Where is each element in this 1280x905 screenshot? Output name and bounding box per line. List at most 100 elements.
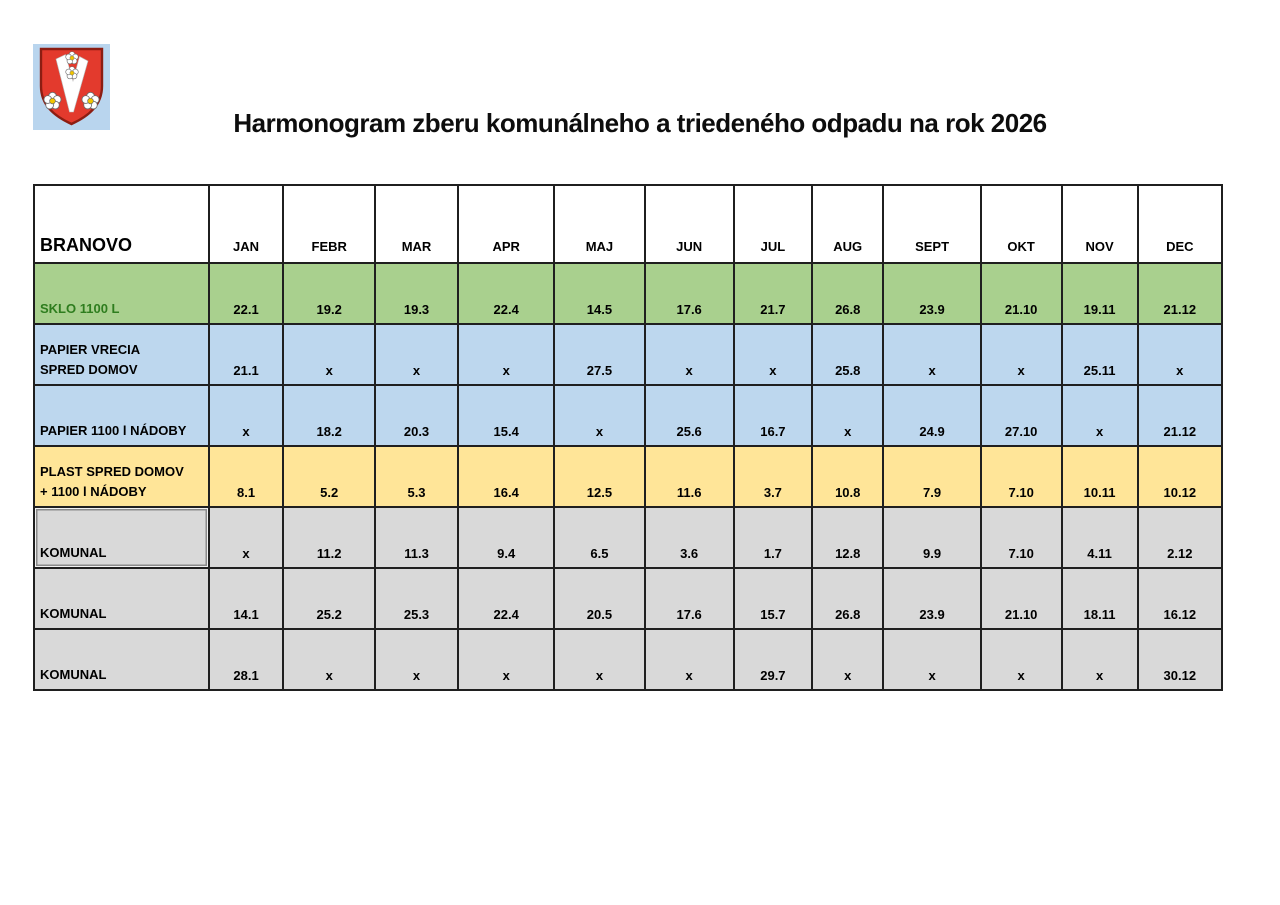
schedule-cell: 26.8: [811, 262, 885, 325]
schedule-cell: x: [811, 628, 885, 691]
schedule-cell: 24.9: [882, 384, 982, 447]
schedule-cell: 18.11: [1060, 567, 1139, 630]
month-header-okt: OKT: [979, 184, 1063, 264]
row-label-line: SPRED DOMOV: [40, 361, 138, 377]
month-header-mar: MAR: [373, 184, 460, 264]
municipality-logo: [33, 44, 110, 130]
schedule-cell: 12.5: [553, 445, 646, 508]
schedule-cell: 25.2: [282, 567, 376, 630]
month-header-jun: JUN: [643, 184, 735, 264]
schedule-cell: 16.7: [732, 384, 814, 447]
month-header-apr: APR: [457, 184, 556, 264]
schedule-cell: 25.3: [373, 567, 460, 630]
schedule-cell: 19.11: [1060, 262, 1139, 325]
schedule-cell: 21.1: [207, 323, 285, 386]
schedule-cell: x: [553, 384, 646, 447]
schedule-cell: x: [1060, 628, 1139, 691]
schedule-cell: 25.6: [643, 384, 735, 447]
schedule-cell: 2.12: [1136, 506, 1224, 569]
header-row: BRANOVO JAN FEBR MAR APR MAJ JUN JUL AUG SEPT OKT…: [33, 184, 1224, 264]
schedule-cell: 1.7: [732, 506, 814, 569]
schedule-cell: x: [282, 628, 376, 691]
schedule-cell: 19.3: [373, 262, 460, 325]
schedule-cell: x: [1060, 384, 1139, 447]
schedule-cell: 10.8: [811, 445, 885, 508]
schedule-cell: 14.1: [207, 567, 285, 630]
row-label: PAPIER VRECIA SPRED DOMOV: [33, 323, 210, 386]
schedule-cell: 23.9: [882, 262, 982, 325]
schedule-cell: 11.3: [373, 506, 460, 569]
schedule-cell: x: [373, 323, 460, 386]
schedule-cell: 6.5: [553, 506, 646, 569]
row-label-line: KOMUNAL: [40, 666, 107, 682]
row-label-line: PAPIER VRECIA: [40, 342, 141, 357]
month-header-dec: DEC: [1136, 184, 1224, 264]
schedule-cell: 21.12: [1136, 262, 1224, 325]
collection-schedule-table: BRANOVO JAN FEBR MAR APR MAJ JUN JUL AUG SEPT OKT…: [33, 184, 1224, 691]
schedule-cell: 11.6: [643, 445, 735, 508]
schedule-cell: 8.1: [207, 445, 285, 508]
month-header-febr: FEBR: [282, 184, 376, 264]
row-label: KOMUNAL: [33, 506, 210, 569]
schedule-cell: 20.5: [553, 567, 646, 630]
table-row: SKLO 1100 L 22.1 19.2 19.3 22.4 14.5 17.6 21.7 2…: [33, 262, 1224, 325]
schedule-cell: x: [1136, 323, 1224, 386]
table-row: PLAST SPRED DOMOV + 1100 l NÁDOBY 8.1 5.2 5.…: [33, 445, 1224, 508]
schedule-cell: 21.12: [1136, 384, 1224, 447]
month-header-aug: AUG: [811, 184, 885, 264]
schedule-cell: 21.10: [979, 262, 1063, 325]
schedule-cell: x: [979, 628, 1063, 691]
schedule-cell: 7.10: [979, 506, 1063, 569]
schedule-cell: 3.7: [732, 445, 814, 508]
schedule-cell: 9.4: [457, 506, 556, 569]
schedule-cell: 19.2: [282, 262, 376, 325]
schedule-cell: x: [373, 628, 460, 691]
row-label: KOMUNAL: [33, 567, 210, 630]
table-row: KOMUNAL 28.1 x x x x x 29.7 x x x x 30.12: [33, 628, 1224, 691]
month-header-jan: JAN: [207, 184, 285, 264]
schedule-cell: 16.12: [1136, 567, 1224, 630]
schedule-cell: 22.4: [457, 567, 556, 630]
schedule-cell: 9.9: [882, 506, 982, 569]
schedule-cell: x: [457, 628, 556, 691]
month-header-sept: SEPT: [882, 184, 982, 264]
schedule-cell: x: [811, 384, 885, 447]
table-row: PAPIER VRECIA SPRED DOMOV 21.1 x x x 27.5 x x 25.…: [33, 323, 1224, 386]
schedule-cell: x: [207, 506, 285, 569]
row-label-line: PAPIER 1100 l NÁDOBY: [40, 422, 187, 438]
schedule-cell: x: [643, 628, 735, 691]
row-label-line: + 1100 l NÁDOBY: [40, 483, 147, 499]
schedule-cell: 4.11: [1060, 506, 1139, 569]
schedule-cell: 15.4: [457, 384, 556, 447]
schedule-cell: 22.1: [207, 262, 285, 325]
schedule-cell: 12.8: [811, 506, 885, 569]
row-label-line: KOMUNAL: [40, 605, 107, 621]
schedule-cell: 15.7: [732, 567, 814, 630]
schedule-cell: x: [882, 628, 982, 691]
schedule-cell: 22.4: [457, 262, 556, 325]
schedule-cell: x: [282, 323, 376, 386]
schedule-cell: 25.8: [811, 323, 885, 386]
schedule-cell: 16.4: [457, 445, 556, 508]
row-label-line: SKLO 1100 L: [40, 300, 120, 316]
schedule-cell: 5.2: [282, 445, 376, 508]
schedule-cell: 29.7: [732, 628, 814, 691]
table-row: PAPIER 1100 l NÁDOBY x 18.2 20.3 15.4 x 25.6 16…: [33, 384, 1224, 447]
row-label: PLAST SPRED DOMOV + 1100 l NÁDOBY: [33, 445, 210, 508]
schedule-cell: 17.6: [643, 567, 735, 630]
month-header-jul: JUL: [732, 184, 814, 264]
schedule-cell: x: [457, 323, 556, 386]
schedule-cell: 28.1: [207, 628, 285, 691]
schedule-cell: 7.9: [882, 445, 982, 508]
row-label: KOMUNAL: [33, 628, 210, 691]
schedule-cell: 30.12: [1136, 628, 1224, 691]
schedule-cell: 25.11: [1060, 323, 1139, 386]
schedule-cell: 10.12: [1136, 445, 1224, 508]
schedule-cell: 26.8: [811, 567, 885, 630]
page-title: Harmonogram zberu komunálneho a triedené…: [233, 108, 1047, 138]
schedule-cell: 18.2: [282, 384, 376, 447]
schedule-cell: x: [979, 323, 1063, 386]
schedule-cell: 21.7: [732, 262, 814, 325]
schedule-cell: 27.10: [979, 384, 1063, 447]
schedule-cell: x: [732, 323, 814, 386]
